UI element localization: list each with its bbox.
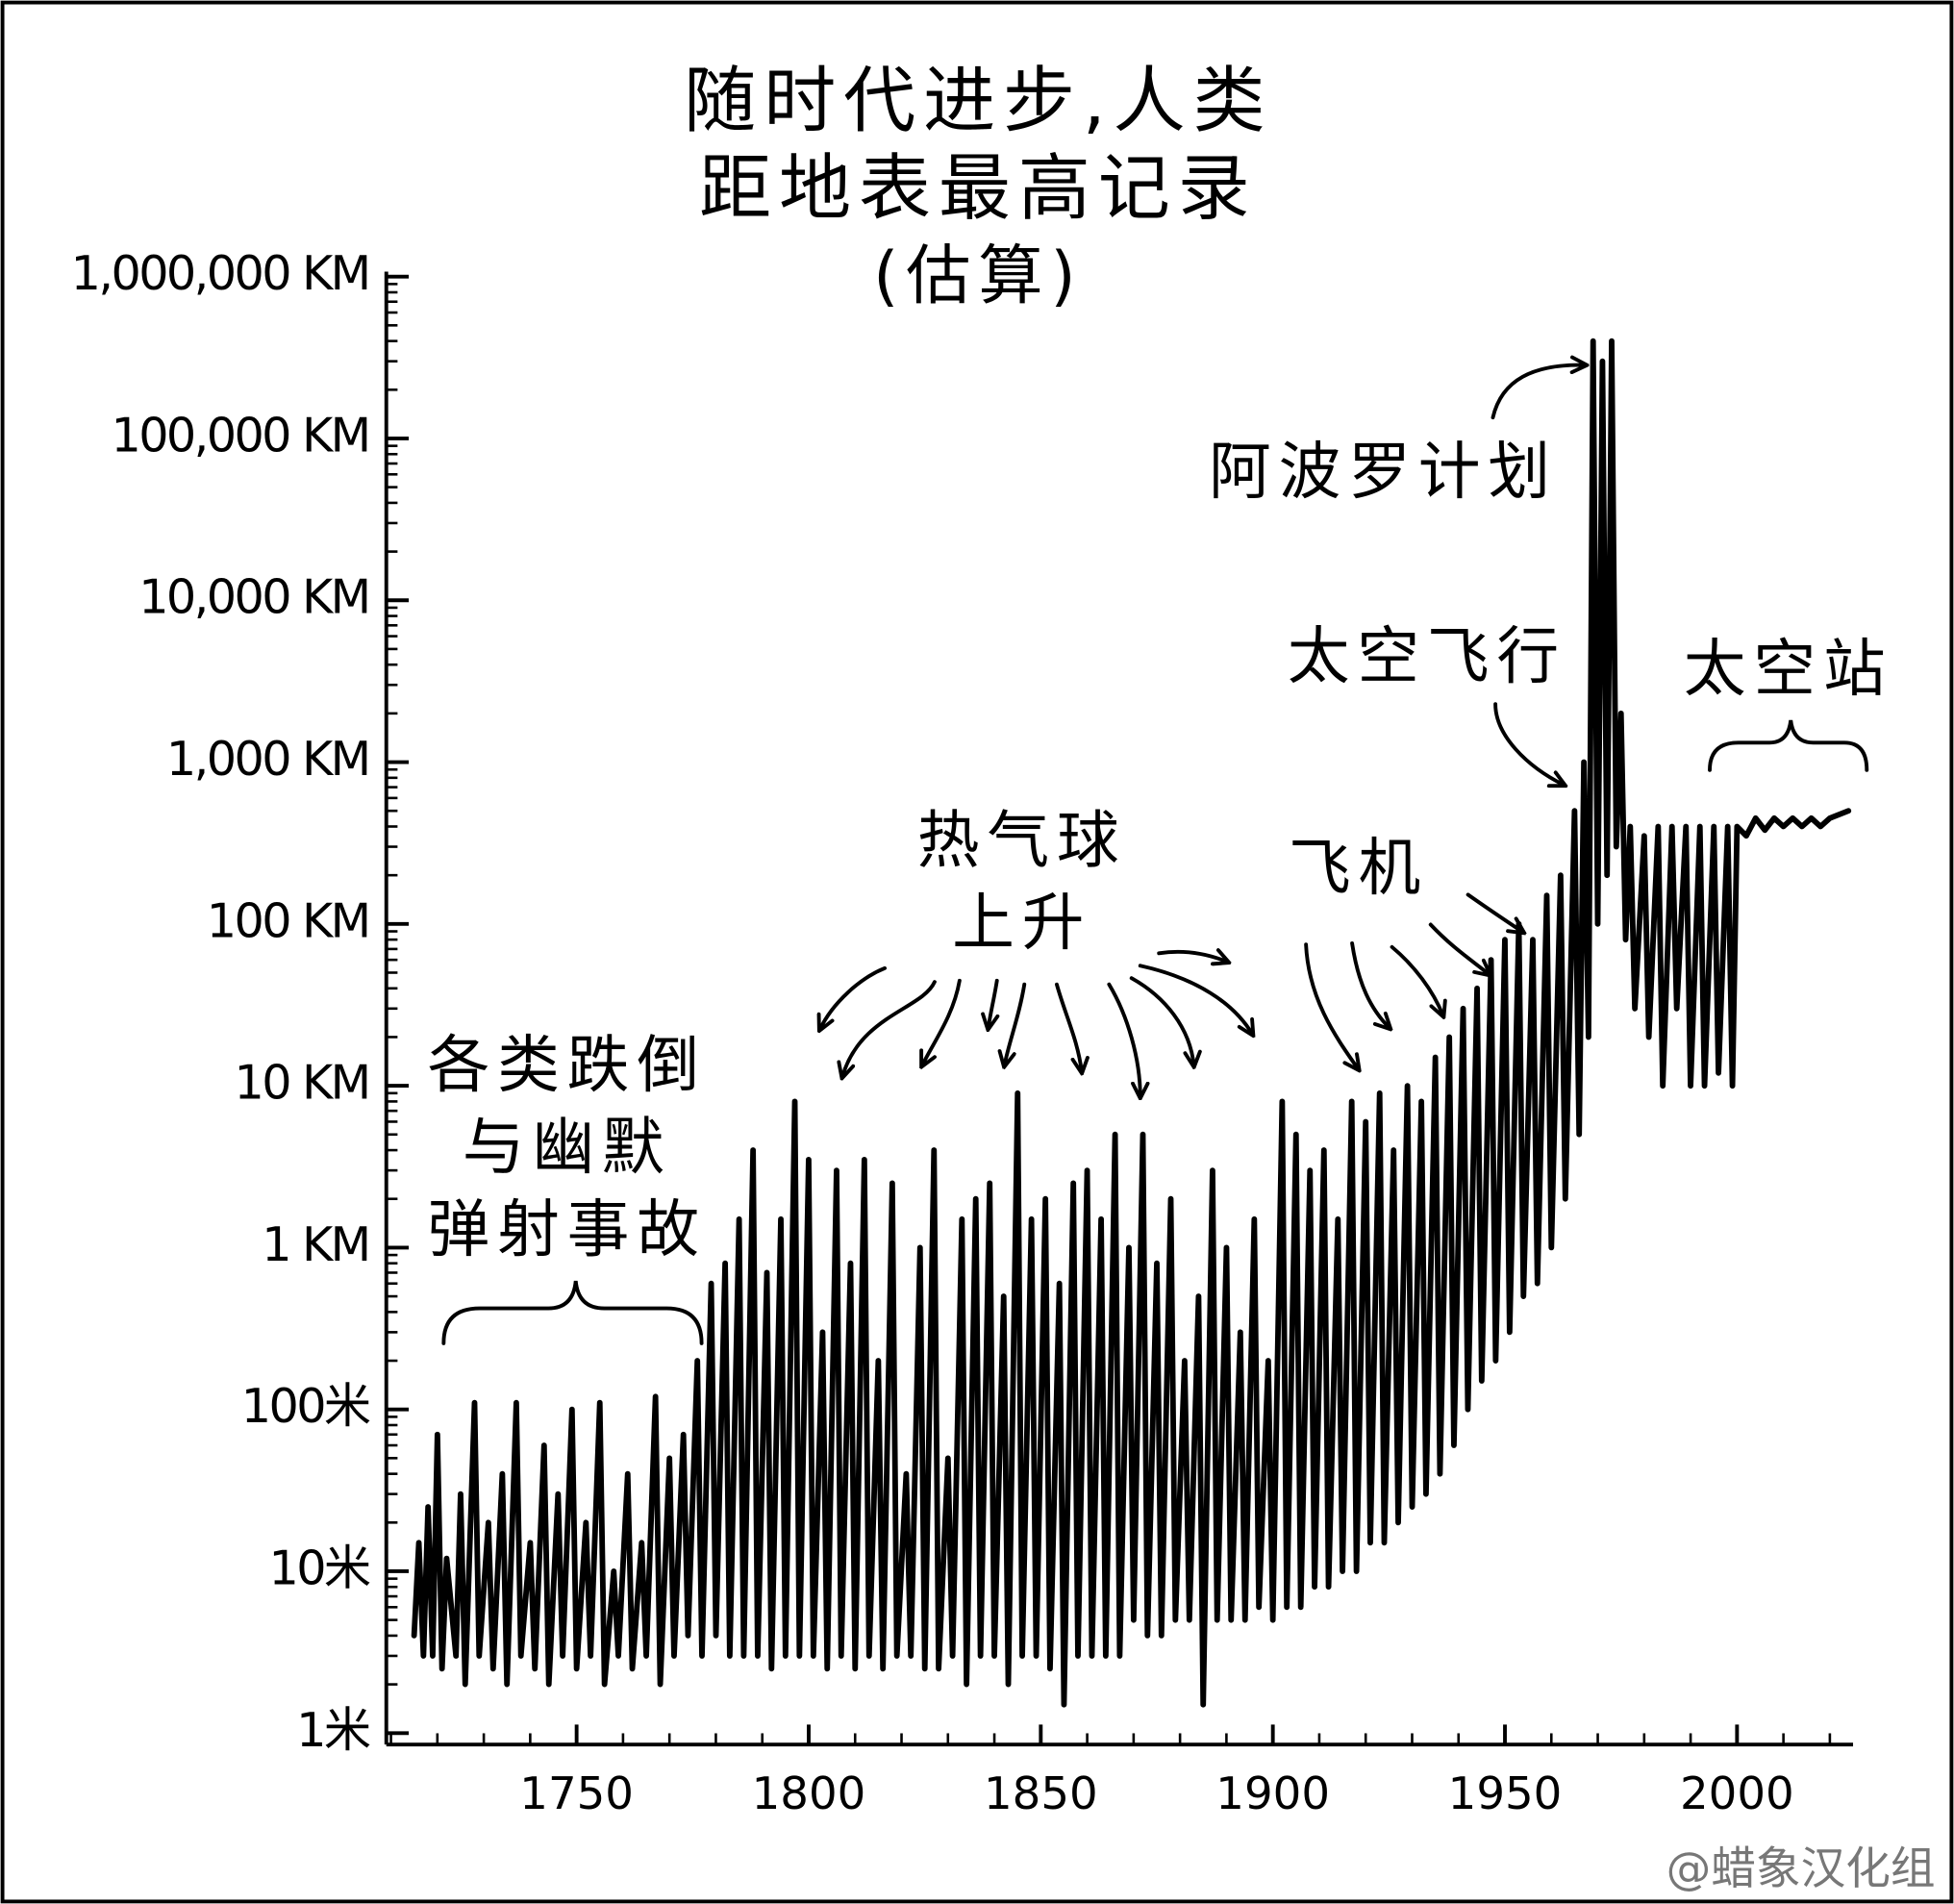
x-tick-label: 1950 [1448, 1768, 1563, 1820]
annotation: 阿波罗计划 [1209, 437, 1558, 509]
x-tick-label: 1850 [984, 1768, 1098, 1820]
x-tick-label: 1750 [519, 1768, 634, 1820]
credit: @蜡象汉化组 [1666, 1843, 1936, 1895]
chart-title: 随时代进步,人类 [684, 59, 1272, 143]
annotation: 上升 [952, 888, 1091, 960]
annotation: 弹射事故 [428, 1193, 707, 1265]
y-tick-label: 10 KM [234, 1055, 368, 1111]
annotation-arrows [441, 365, 1869, 1345]
annotation: 太空飞行 [1288, 620, 1566, 692]
y-tick-label: 10,000 KM [138, 569, 368, 625]
data-line [411, 338, 1852, 1708]
x-tick-label: 1900 [1215, 1768, 1330, 1820]
y-tick-label: 10米 [268, 1540, 369, 1595]
x-tick-label: 2000 [1680, 1768, 1794, 1820]
annotation: 热气球 [917, 805, 1127, 877]
chart-title: 距地表最高记录 [699, 145, 1258, 230]
y-tick-label: 1,000 KM [166, 731, 369, 787]
annotation: 与幽默 [463, 1112, 672, 1184]
y-tick-label: 100,000 KM [111, 407, 368, 463]
y-tick-label: 1,000,000 KM [71, 245, 369, 301]
annotation: 飞机 [1289, 833, 1428, 905]
x-tick-label: 1800 [752, 1768, 866, 1820]
annotation: 太空站 [1684, 633, 1893, 705]
y-tick-label: 100米 [241, 1378, 370, 1434]
y-tick-label: 100 KM [207, 892, 369, 948]
y-tick-label: 1米 [296, 1702, 370, 1758]
chart-subtitle: (估算) [873, 238, 1083, 313]
annotation: 各类跌倒 [428, 1029, 707, 1101]
y-tick-label: 1 KM [262, 1216, 368, 1272]
